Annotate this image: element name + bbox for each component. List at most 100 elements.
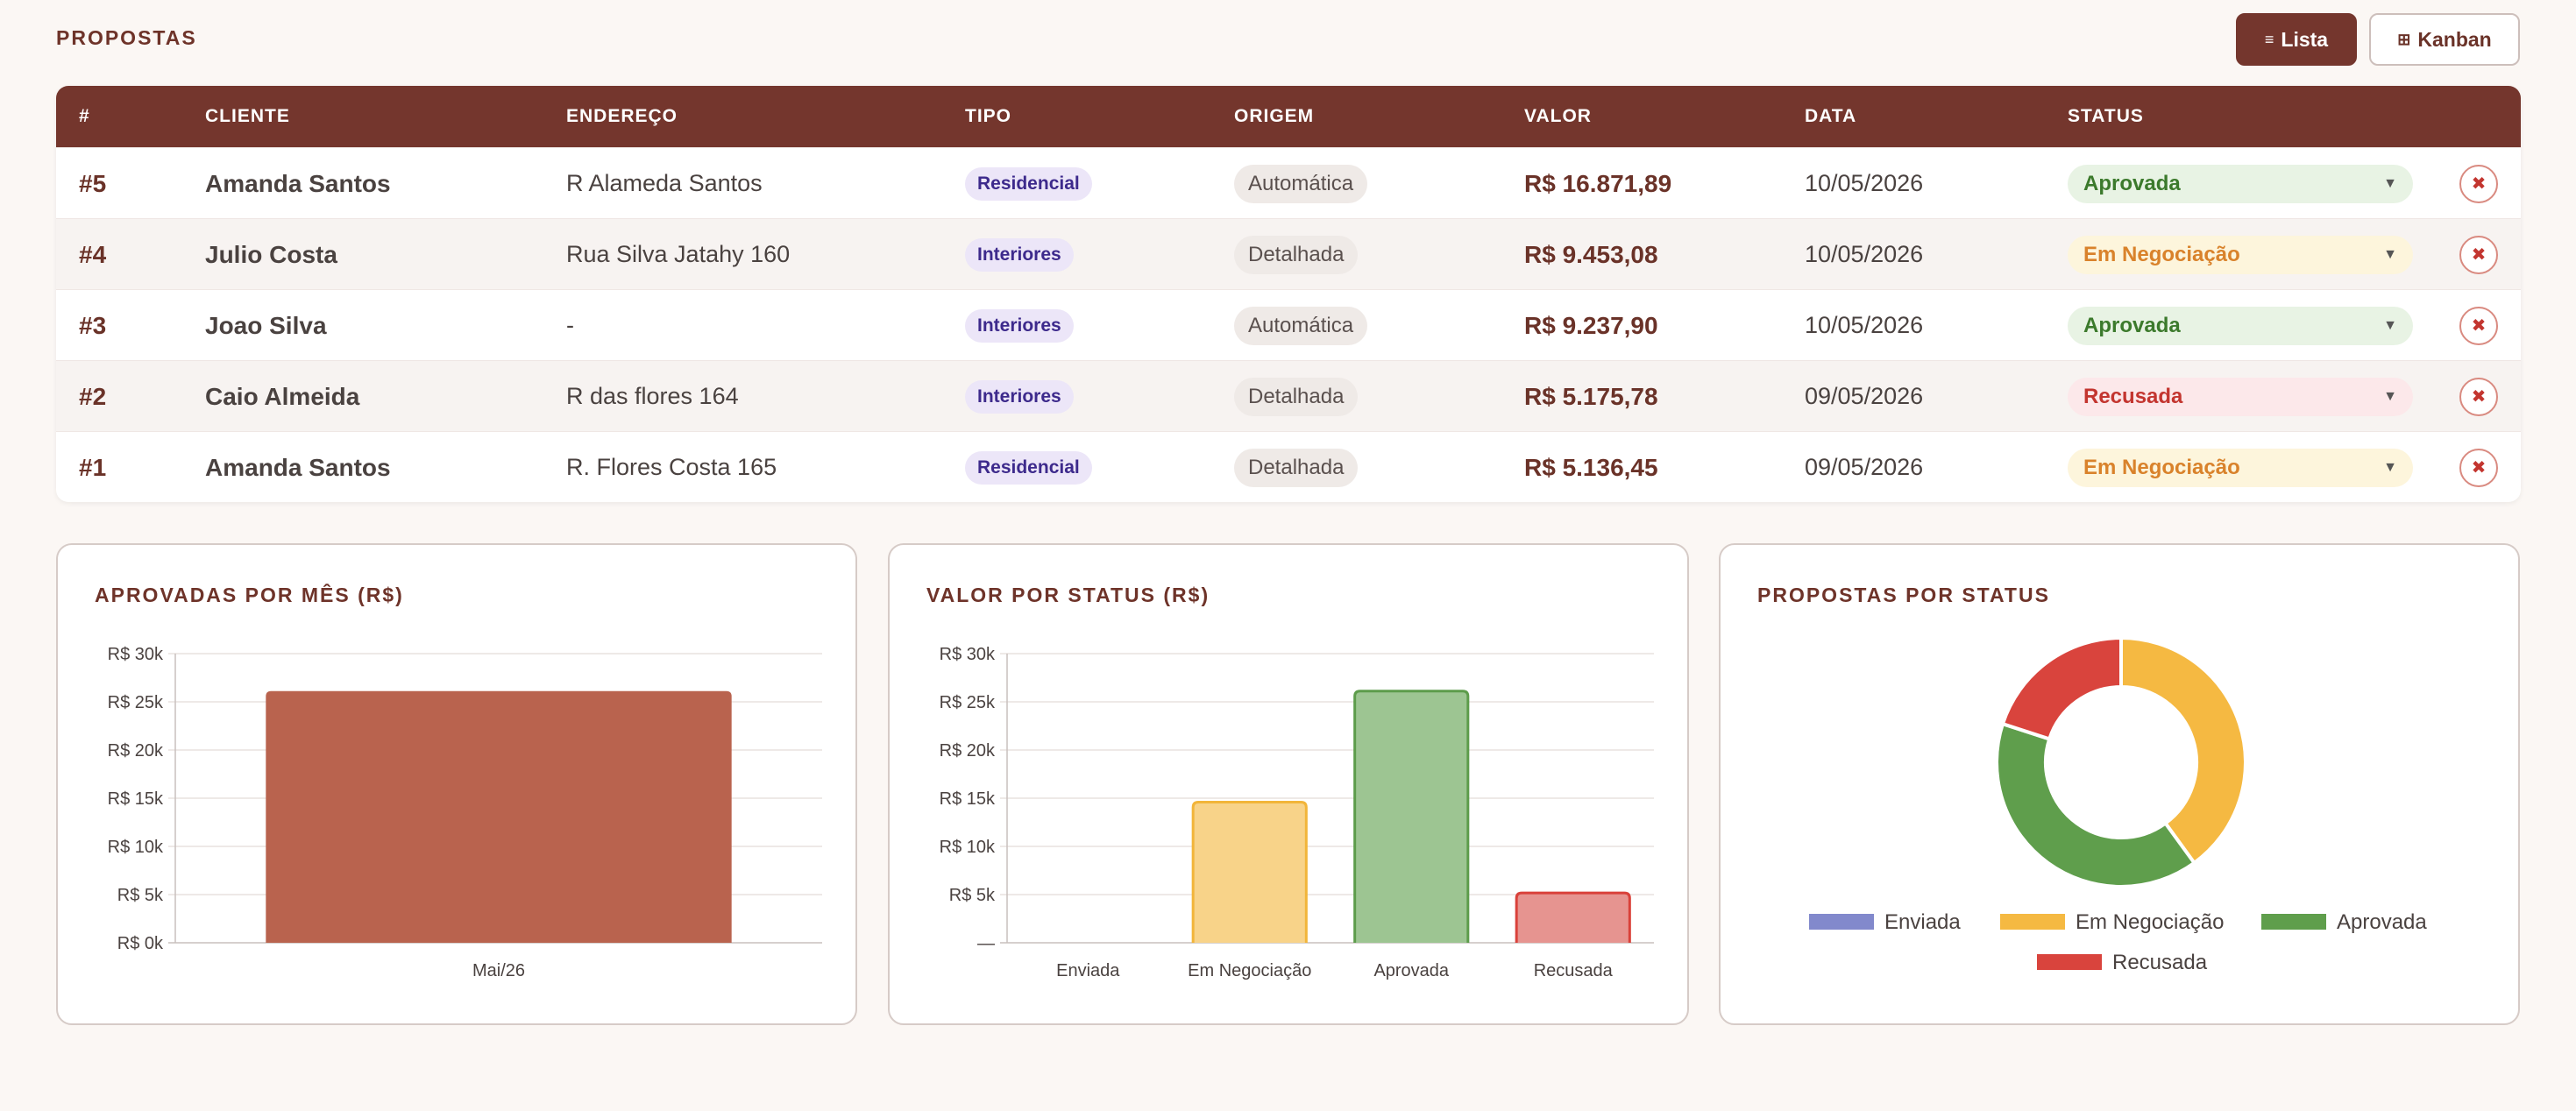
status-value: Aprovada [2083, 313, 2181, 337]
cell-valor: R$ 9.453,08 [1524, 240, 1658, 268]
cell-id: #5 [79, 169, 107, 197]
y-tick-label: R$ 25k [108, 693, 164, 712]
header-cliente: CLIENTE [205, 106, 290, 126]
close-icon: ✖ [2471, 174, 2487, 194]
legend-label: Recusada [2112, 951, 2208, 974]
header-tipo: TIPO [965, 106, 1012, 126]
status-select[interactable]: Em Negociação ▼ [2068, 448, 2413, 487]
cell-data: 09/05/2026 [1805, 383, 1924, 409]
cell-cliente: Julio Costa [205, 240, 337, 268]
grid-icon: ⊞ [2397, 30, 2411, 48]
cell-status: Em Negociação ▼ [2068, 432, 2413, 502]
cell-data: 09/05/2026 [1805, 454, 1924, 480]
list-icon: ≡ [2264, 30, 2274, 48]
tipo-badge: Residencial [965, 450, 1092, 485]
chart-valor-por-status: VALOR POR STATUS (R$) — R$ 5k R$ 10k R$ 15k… [888, 543, 1689, 1025]
close-icon: ✖ [2471, 316, 2487, 336]
slice-em-negocia-o [2119, 635, 2247, 866]
table-body: #5 Amanda Santos R Alameda Santos Residenci… [56, 147, 2521, 502]
legend-swatch [2037, 954, 2102, 970]
bar-recusada [1515, 891, 1631, 943]
legend-label: Aprovada [2337, 910, 2427, 934]
cell-tipo: Interiores [965, 361, 1074, 432]
cell-valor: R$ 9.237,90 [1524, 311, 1658, 339]
bar-mai-26 [266, 690, 732, 943]
status-select[interactable]: Em Negociação ▼ [2068, 235, 2413, 274]
table-row[interactable]: #4 Julio Costa Rua Silva Jatahy 160 Interio… [56, 218, 2521, 289]
header-origem: ORIGEM [1234, 106, 1315, 126]
status-select[interactable]: Recusada ▼ [2068, 377, 2413, 416]
cell-status: Em Negociação ▼ [2068, 219, 2413, 290]
cell-tipo: Residencial [965, 148, 1092, 219]
table-row[interactable]: #2 Caio Almeida R das flores 164 Interiores… [56, 360, 2521, 431]
y-tick-label: R$ 10k [108, 838, 164, 857]
cell-data: 10/05/2026 [1805, 312, 1924, 338]
table-row[interactable]: #5 Amanda Santos R Alameda Santos Residenci… [56, 147, 2521, 218]
cell-endereco: R Alameda Santos [566, 170, 763, 196]
x-tick-label: Enviada [1056, 961, 1120, 980]
status-select[interactable]: Aprovada ▼ [2068, 306, 2413, 345]
cell-actions: ✖ [2459, 432, 2498, 502]
delete-button[interactable]: ✖ [2459, 164, 2498, 203]
cell-endereco: R. Flores Costa 165 [566, 454, 777, 480]
cell-tipo: Interiores [965, 219, 1074, 290]
chart-title: APROVADAS POR MÊS (R$) [95, 584, 404, 606]
close-icon: ✖ [2471, 458, 2487, 478]
chart-aprovadas-svg: R$ 0k R$ 5k R$ 10k R$ 15k R$ 20k R$ 25k R$ 30k… [108, 645, 822, 980]
y-tick-label: R$ 5k [949, 886, 996, 905]
x-tick-label: Aprovada [1373, 961, 1449, 980]
header-id: # [79, 106, 90, 126]
legend-swatch [1809, 914, 1874, 930]
tipo-badge: Interiores [965, 379, 1074, 414]
chart-aprovadas-por-mes: APROVADAS POR MÊS (R$) R$ 0k R$ 5k R$ 10k R… [56, 543, 857, 1025]
list-view-label: Lista [2281, 27, 2329, 51]
legend-swatch [2261, 914, 2326, 930]
tipo-badge: Residencial [965, 166, 1092, 201]
cell-actions: ✖ [2459, 148, 2498, 219]
y-tick-label: R$ 30k [940, 645, 996, 664]
cell-origem: Detalhada [1234, 361, 1359, 432]
chart-valor-svg: — R$ 5k R$ 10k R$ 15k R$ 20k R$ 25k R$ 30k Envi… [940, 645, 1654, 980]
cell-actions: ✖ [2459, 290, 2498, 361]
cell-endereco: R das flores 164 [566, 383, 739, 409]
x-tick-label: Em Negociação [1188, 961, 1311, 980]
bar-em-negocia-o [1191, 801, 1308, 943]
cell-origem: Detalhada [1234, 219, 1359, 290]
origem-badge: Detalhada [1234, 377, 1359, 416]
y-tick-label: R$ 25k [940, 693, 996, 712]
y-tick-label: R$ 20k [108, 741, 164, 761]
cell-id: #1 [79, 453, 107, 481]
chart-title: VALOR POR STATUS (R$) [926, 584, 1210, 606]
slice-aprovada [1995, 721, 2197, 888]
status-select[interactable]: Aprovada ▼ [2068, 164, 2413, 203]
view-toggle: ≡ Lista ⊞ Kanban [2236, 13, 2520, 66]
delete-button[interactable]: ✖ [2459, 306, 2498, 345]
status-value: Aprovada [2083, 171, 2181, 195]
cell-cliente: Joao Silva [205, 311, 327, 339]
status-value: Em Negociação [2083, 455, 2240, 479]
header-endereco: ENDEREÇO [566, 106, 678, 126]
list-view-button[interactable]: ≡ Lista [2236, 13, 2357, 66]
header-valor: VALOR [1524, 106, 1592, 126]
origem-badge: Detalhada [1234, 448, 1359, 487]
delete-button[interactable]: ✖ [2459, 377, 2498, 416]
slice-recusada [2000, 635, 2123, 741]
kanban-view-button[interactable]: ⊞ Kanban [2369, 13, 2520, 66]
chevron-down-icon: ▼ [2383, 246, 2397, 262]
page-title: PROPOSTAS [56, 26, 197, 49]
y-tick-label: R$ 10k [940, 838, 996, 857]
cell-origem: Automática [1234, 148, 1368, 219]
cell-id: #4 [79, 240, 107, 268]
status-value: Recusada [2083, 384, 2183, 408]
table-row[interactable]: #3 Joao Silva - Interiores Automática R$ 9.23… [56, 289, 2521, 360]
cell-endereco: Rua Silva Jatahy 160 [566, 241, 791, 267]
y-tick-label: R$ 15k [940, 789, 996, 809]
y-tick-label: R$ 0k [117, 934, 164, 953]
delete-button[interactable]: ✖ [2459, 448, 2498, 487]
cell-tipo: Residencial [965, 432, 1092, 502]
delete-button[interactable]: ✖ [2459, 235, 2498, 274]
tipo-badge: Interiores [965, 237, 1074, 272]
table-row[interactable]: #1 Amanda Santos R. Flores Costa 165 Reside… [56, 431, 2521, 502]
cell-data: 10/05/2026 [1805, 170, 1924, 196]
status-value: Em Negociação [2083, 242, 2240, 266]
